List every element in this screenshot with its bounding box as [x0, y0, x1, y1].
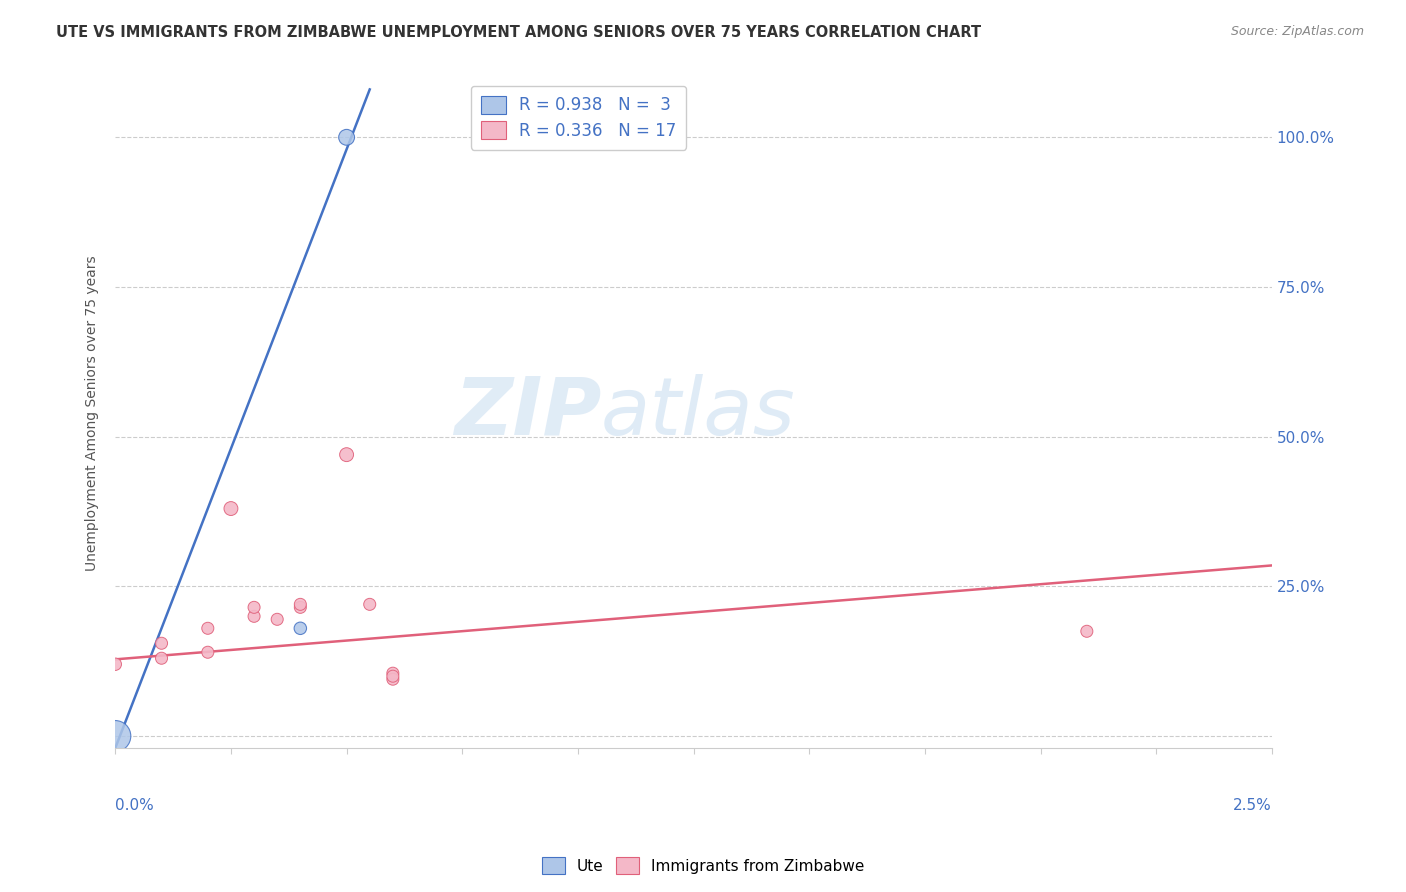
Point — [243, 609, 266, 624]
Text: UTE VS IMMIGRANTS FROM ZIMBABWE UNEMPLOYMENT AMONG SENIORS OVER 75 YEARS CORRELA: UTE VS IMMIGRANTS FROM ZIMBABWE UNEMPLOY… — [56, 25, 981, 40]
Point — [243, 600, 266, 615]
Point — [381, 669, 404, 683]
Text: Source: ZipAtlas.com: Source: ZipAtlas.com — [1230, 25, 1364, 38]
Point — [290, 598, 312, 612]
Point — [381, 666, 404, 681]
Point — [266, 612, 288, 626]
Text: ZIP: ZIP — [454, 374, 600, 451]
Text: 2.5%: 2.5% — [1233, 798, 1272, 814]
Point — [150, 636, 173, 650]
Point — [197, 645, 219, 659]
Point — [104, 729, 127, 743]
Y-axis label: Unemployment Among Seniors over 75 years: Unemployment Among Seniors over 75 years — [86, 255, 100, 571]
Point — [336, 448, 359, 462]
Point — [290, 621, 312, 635]
Text: atlas: atlas — [600, 374, 796, 451]
Text: 0.0%: 0.0% — [115, 798, 155, 814]
Point — [150, 651, 173, 665]
Point — [104, 657, 127, 672]
Point — [197, 621, 219, 635]
Legend: R = 0.938   N =  3, R = 0.336   N = 17: R = 0.938 N = 3, R = 0.336 N = 17 — [471, 86, 686, 150]
Point — [219, 501, 242, 516]
Point — [1076, 624, 1098, 639]
Point — [381, 672, 404, 686]
Point — [359, 598, 381, 612]
Legend: Ute, Immigrants from Zimbabwe: Ute, Immigrants from Zimbabwe — [536, 851, 870, 880]
Point — [290, 600, 312, 615]
Point — [336, 130, 359, 145]
